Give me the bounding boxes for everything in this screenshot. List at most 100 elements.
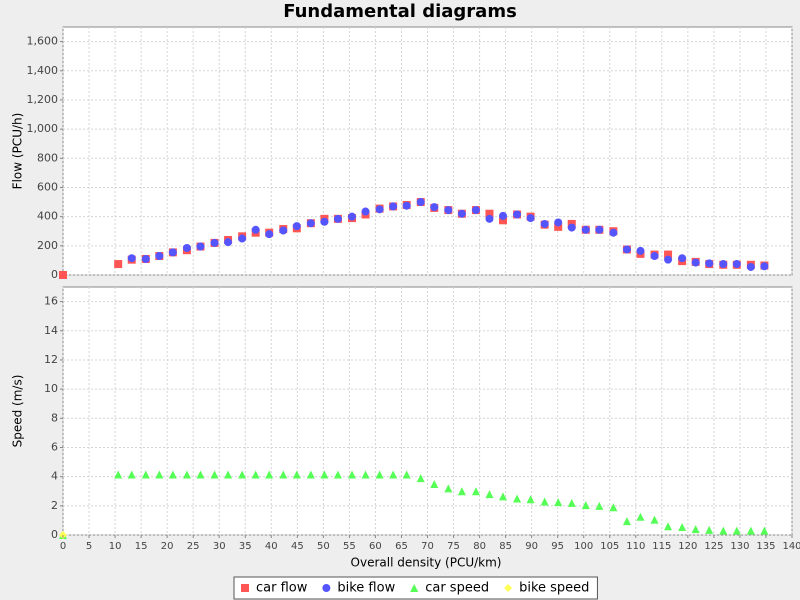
data-point (760, 526, 769, 535)
y-tick-label: 2 (51, 499, 58, 512)
data-point (554, 218, 563, 227)
data-point (664, 250, 673, 259)
y-tick-label: 6 (51, 440, 58, 453)
y-axis-label: Speed (m/s) (11, 375, 25, 448)
data-point (361, 207, 370, 216)
data-point (238, 234, 247, 243)
data-point (732, 526, 741, 535)
data-point (678, 522, 687, 531)
data-point (485, 214, 494, 223)
data-point (127, 254, 136, 263)
x-axis-label: Overall density (PCU/km) (351, 556, 502, 570)
data-point (457, 209, 466, 218)
x-tick-label: 20 (161, 541, 174, 552)
data-point (622, 245, 631, 254)
y-tick-label: 0 (51, 528, 58, 541)
data-point (114, 470, 123, 479)
data-point (595, 225, 604, 234)
data-point (719, 260, 728, 269)
y-tick-label: 200 (37, 239, 58, 252)
data-point (609, 228, 618, 237)
x-tick-label: 65 (395, 541, 408, 552)
data-point (540, 497, 549, 506)
data-point (650, 515, 659, 524)
data-point (636, 246, 645, 255)
data-point (333, 214, 342, 223)
data-point (210, 470, 219, 479)
data-point (609, 503, 618, 512)
data-point (127, 470, 136, 479)
data-point (306, 219, 315, 228)
x-tick-label: 50 (317, 541, 330, 552)
data-point (347, 212, 356, 221)
y-tick-label: 0 (51, 268, 58, 281)
data-point (141, 470, 150, 479)
x-tick-label: 100 (574, 541, 593, 552)
x-tick-label: 70 (421, 541, 434, 552)
data-point (595, 501, 604, 510)
data-point (664, 255, 673, 264)
data-point (746, 262, 755, 271)
data-point (168, 248, 177, 257)
data-point (430, 203, 439, 212)
chart-title: Fundamental diagrams (283, 1, 517, 22)
data-point (416, 474, 425, 483)
data-point (265, 470, 274, 479)
x-tick-label: 55 (343, 541, 356, 552)
x-tick-label: 30 (213, 541, 226, 552)
data-point (705, 525, 714, 534)
data-point (402, 201, 411, 210)
y-tick-label: 800 (37, 151, 58, 164)
data-point (416, 198, 425, 207)
data-point (320, 217, 329, 226)
data-point (732, 260, 741, 269)
data-point (375, 205, 384, 214)
data-point (59, 271, 67, 279)
x-tick-label: 140 (782, 541, 800, 552)
data-point (513, 210, 522, 219)
data-point (540, 219, 549, 228)
data-point (196, 470, 205, 479)
data-point (251, 225, 260, 234)
x-tick-label: 125 (704, 541, 723, 552)
y-tick-label: 14 (44, 324, 58, 337)
data-point (114, 260, 123, 269)
x-tick-label: 15 (135, 541, 148, 552)
data-point (444, 206, 453, 215)
x-tick-label: 5 (86, 541, 92, 552)
y-tick-label: 600 (37, 180, 58, 193)
x-tick-label: 45 (291, 541, 304, 552)
data-point (499, 492, 508, 501)
data-point (265, 230, 274, 239)
data-point (333, 470, 342, 479)
data-point (224, 238, 233, 247)
y-tick-label: 400 (37, 210, 58, 223)
data-point (375, 470, 384, 479)
y-tick-label: 1,600 (27, 35, 59, 48)
x-tick-label: 25 (187, 541, 200, 552)
data-point (526, 495, 535, 504)
x-tick-label: 115 (652, 541, 671, 552)
x-tick-label: 40 (265, 541, 278, 552)
data-point (182, 244, 191, 253)
data-point (347, 470, 356, 479)
y-tick-label: 1,200 (27, 93, 59, 106)
x-tick-label: 80 (473, 541, 486, 552)
x-tick-label: 35 (239, 541, 252, 552)
data-point (389, 470, 398, 479)
legend-label: car flow (256, 581, 308, 596)
data-point (279, 470, 288, 479)
data-point (499, 216, 508, 225)
data-point (430, 479, 439, 488)
data-point (691, 258, 700, 267)
x-tick-label: 105 (600, 541, 619, 552)
data-point (141, 254, 150, 263)
data-point (444, 484, 453, 493)
data-point (526, 214, 535, 223)
legend-label: bike flow (337, 581, 395, 596)
data-point (361, 470, 370, 479)
data-point (513, 494, 522, 503)
data-point (650, 252, 659, 261)
data-point (504, 584, 513, 592)
